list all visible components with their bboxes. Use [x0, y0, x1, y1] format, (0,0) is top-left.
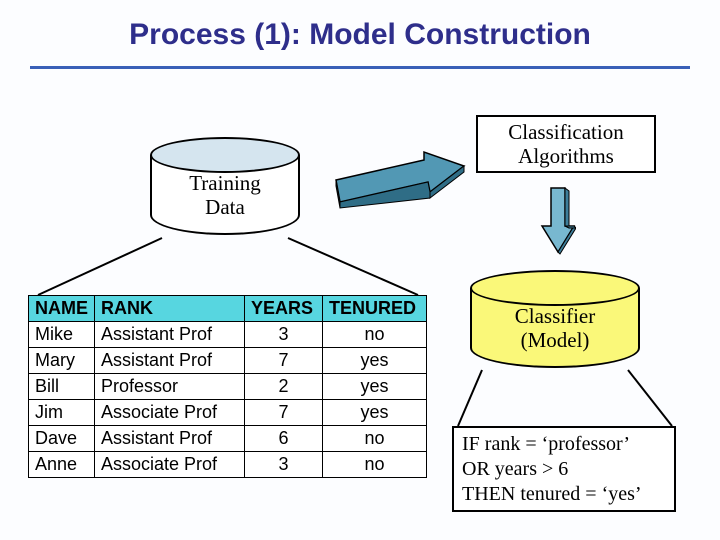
title-underline — [30, 66, 690, 69]
table-row: JimAssociate Prof7yes — [29, 400, 427, 426]
table-cell: Associate Prof — [95, 452, 245, 478]
training-label-line1: Training — [189, 171, 261, 195]
table-cell: Associate Prof — [95, 400, 245, 426]
algorithms-label-line1: Classification — [508, 120, 623, 144]
rule-line2: OR years > 6 — [462, 457, 666, 482]
table-row: MikeAssistant Prof3no — [29, 322, 427, 348]
table-cell: Mike — [29, 322, 95, 348]
table-cell: 3 — [245, 322, 323, 348]
table-cell: Assistant Prof — [95, 348, 245, 374]
table-cell: yes — [323, 348, 427, 374]
training-data-cylinder: Training Data — [150, 155, 300, 235]
table-row: MaryAssistant Prof7yes — [29, 348, 427, 374]
rule-line3: THEN tenured = ‘yes’ — [462, 482, 666, 507]
arrow-training-to-algorithms — [330, 150, 470, 210]
col-rank: RANK — [95, 296, 245, 322]
table-cell: no — [323, 322, 427, 348]
classifier-label: Classifier (Model) — [472, 304, 638, 352]
rule-box: IF rank = ‘professor’ OR years > 6 THEN … — [452, 426, 676, 512]
table-cell: Assistant Prof — [95, 322, 245, 348]
table-cell: Assistant Prof — [95, 426, 245, 452]
col-tenured: TENURED — [323, 296, 427, 322]
algorithms-label-line2: Algorithms — [518, 144, 614, 168]
table-cell: Anne — [29, 452, 95, 478]
table-row: DaveAssistant Prof6no — [29, 426, 427, 452]
table-cell: Dave — [29, 426, 95, 452]
table-cell: no — [323, 452, 427, 478]
training-label-line2: Data — [205, 195, 245, 219]
table-cell: Jim — [29, 400, 95, 426]
cylinder-top — [150, 137, 300, 173]
table-cell: 7 — [245, 348, 323, 374]
slide-title: Process (1): Model Construction — [0, 18, 720, 52]
classification-algorithms-box: Classification Algorithms — [476, 115, 656, 173]
table-cell: 2 — [245, 374, 323, 400]
training-data-table: NAME RANK YEARS TENURED MikeAssistant Pr… — [28, 295, 427, 478]
col-years: YEARS — [245, 296, 323, 322]
table-row: AnneAssociate Prof3no — [29, 452, 427, 478]
table-cell: Professor — [95, 374, 245, 400]
table-cell: 3 — [245, 452, 323, 478]
table-cell: yes — [323, 374, 427, 400]
training-data-label: Training Data — [152, 171, 298, 219]
table-cell: yes — [323, 400, 427, 426]
arrow-algorithms-to-classifier — [540, 186, 576, 256]
table-cell: 6 — [245, 426, 323, 452]
table-cell: no — [323, 426, 427, 452]
classifier-cylinder: Classifier (Model) — [470, 288, 640, 368]
col-name: NAME — [29, 296, 95, 322]
classifier-label-line2: (Model) — [521, 328, 590, 352]
table-row: BillProfessor2yes — [29, 374, 427, 400]
classifier-label-line1: Classifier — [515, 304, 595, 328]
table-cell: Bill — [29, 374, 95, 400]
cylinder-top — [470, 270, 640, 306]
table-cell: Mary — [29, 348, 95, 374]
rule-line1: IF rank = ‘professor’ — [462, 432, 666, 457]
table-header-row: NAME RANK YEARS TENURED — [29, 296, 427, 322]
table-cell: 7 — [245, 400, 323, 426]
